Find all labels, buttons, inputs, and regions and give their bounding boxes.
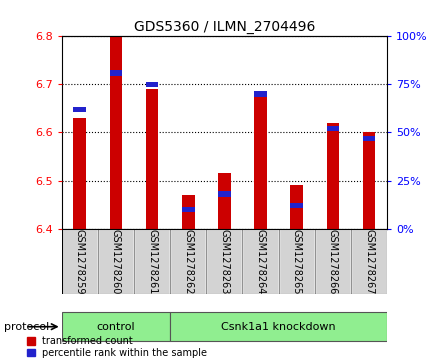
Bar: [182, 195, 194, 229]
Bar: [254, 94, 267, 229]
Text: GSM1278263: GSM1278263: [220, 229, 229, 294]
Text: control: control: [96, 322, 135, 332]
Bar: [73, 107, 86, 112]
Bar: [134, 229, 170, 294]
Bar: [290, 185, 303, 229]
Bar: [134, 229, 170, 294]
Bar: [146, 89, 158, 229]
Bar: [279, 229, 315, 294]
Bar: [326, 126, 339, 131]
Bar: [218, 191, 231, 197]
Text: GSM1278259: GSM1278259: [75, 229, 84, 294]
Bar: [73, 118, 86, 229]
Text: GSM1278261: GSM1278261: [147, 229, 157, 294]
Bar: [326, 123, 339, 229]
Bar: [98, 229, 134, 294]
Text: GSM1278262: GSM1278262: [183, 229, 193, 294]
Text: Csnk1a1 knockdown: Csnk1a1 knockdown: [221, 322, 336, 332]
Bar: [182, 207, 194, 212]
Bar: [363, 135, 375, 141]
Bar: [170, 229, 206, 294]
Legend: transformed count, percentile rank within the sample: transformed count, percentile rank withi…: [27, 336, 207, 358]
Text: GSM1278264: GSM1278264: [256, 229, 266, 294]
Bar: [170, 229, 206, 294]
Bar: [242, 229, 279, 294]
Bar: [146, 82, 158, 87]
Bar: [206, 229, 242, 294]
Bar: [62, 312, 170, 341]
Bar: [242, 229, 279, 294]
Bar: [62, 229, 98, 294]
Bar: [351, 229, 387, 294]
Text: protocol: protocol: [4, 322, 50, 332]
Bar: [218, 174, 231, 229]
Bar: [110, 36, 122, 229]
Bar: [315, 229, 351, 294]
Bar: [206, 229, 242, 294]
Bar: [279, 229, 315, 294]
Bar: [290, 203, 303, 208]
Bar: [315, 229, 351, 294]
Text: GSM1278260: GSM1278260: [111, 229, 121, 294]
Bar: [110, 70, 122, 76]
Bar: [363, 132, 375, 229]
Bar: [98, 229, 134, 294]
Text: GSM1278266: GSM1278266: [328, 229, 338, 294]
Bar: [170, 312, 387, 341]
Title: GDS5360 / ILMN_2704496: GDS5360 / ILMN_2704496: [134, 20, 315, 34]
Text: GSM1278265: GSM1278265: [292, 229, 302, 294]
Bar: [351, 229, 387, 294]
Bar: [62, 229, 98, 294]
Text: GSM1278267: GSM1278267: [364, 229, 374, 294]
Bar: [254, 91, 267, 97]
